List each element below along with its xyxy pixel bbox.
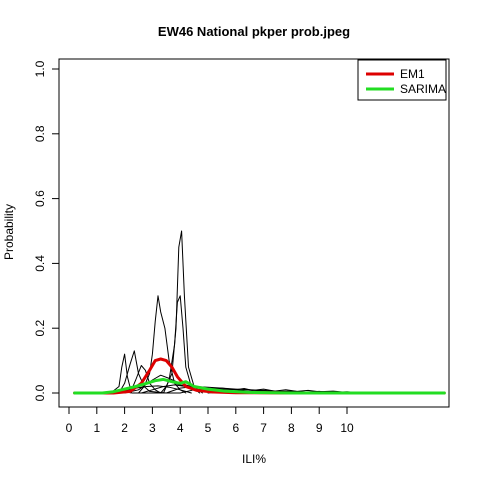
x-tick-label: 1 (93, 421, 100, 435)
legend-box (357, 59, 447, 101)
x-tick-label: 0 (66, 421, 73, 435)
legend-label-sarima: SARIMA (400, 82, 446, 96)
y-tick-label: 0.8 (33, 125, 47, 142)
x-tick-label: 9 (316, 421, 323, 435)
legend: EM1 SARIMA (357, 59, 447, 101)
legend-label-em1: EM1 (400, 67, 425, 81)
y-tick-label: 0.4 (33, 255, 47, 272)
x-tick-label: 8 (288, 421, 295, 435)
y-tick-label: 0.0 (33, 384, 47, 401)
y-axis-label: Probability (2, 204, 16, 260)
series-line-sarima (73, 377, 446, 395)
y-tick-label: 0.6 (33, 190, 47, 207)
x-tick-label: 6 (232, 421, 239, 435)
plot-frame (58, 58, 450, 408)
x-tick-label: 3 (149, 421, 156, 435)
axes-layer: 0 1 2 3 4 5 6 7 8 9 10 0.0 0.2 0.4 0.6 0.8 1.0 (33, 60, 354, 435)
series-line-1 (110, 353, 181, 394)
x-tick-label: 7 (260, 421, 267, 435)
x-tick-label: 2 (121, 421, 128, 435)
y-tick-label: 1.0 (33, 60, 47, 77)
x-tick-label: 10 (340, 421, 354, 435)
series-line-4 (138, 295, 187, 394)
y-tick-label: 0.2 (33, 320, 47, 337)
chart-title: EW46 National pkper prob.jpeg (158, 24, 350, 39)
x-axis-label: ILI% (242, 452, 266, 466)
x-tick-label: 4 (177, 421, 184, 435)
x-tick-label: 5 (205, 421, 212, 435)
series-layer (73, 230, 446, 395)
series-line-3 (129, 365, 162, 394)
